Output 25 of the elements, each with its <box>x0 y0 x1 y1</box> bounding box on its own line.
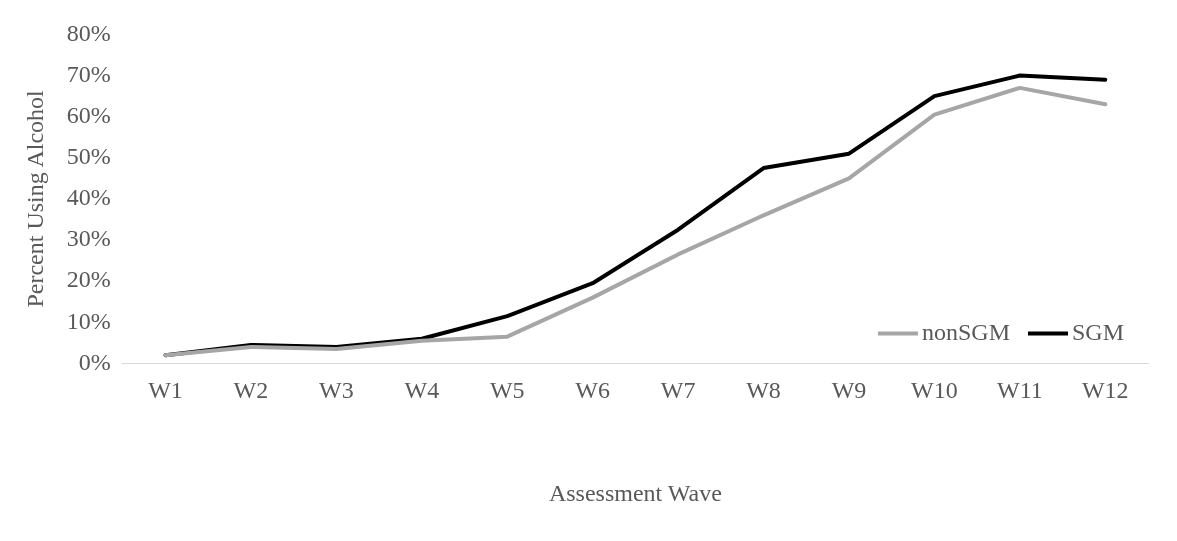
x-tick-label: W6 <box>575 377 611 404</box>
x-axis-title: Assessment Wave <box>548 479 722 506</box>
y-tick-label: 50% <box>66 143 111 170</box>
y-tick-label: 0% <box>78 348 111 375</box>
legend-label: nonSGM <box>921 318 1010 345</box>
x-tick-label: W7 <box>660 377 696 404</box>
x-tick-label: W8 <box>746 377 781 404</box>
x-tick-label: W4 <box>404 377 440 404</box>
x-tick-label: W10 <box>911 377 958 404</box>
y-tick-label: 30% <box>66 225 111 252</box>
x-tick-label: W2 <box>233 377 269 404</box>
x-tick-label: W5 <box>489 377 525 404</box>
y-tick-label: 10% <box>66 307 111 334</box>
y-tick-label: 20% <box>66 266 111 293</box>
y-tick-label: 70% <box>66 60 111 87</box>
y-axis-title: Percent Using Alcohol <box>21 89 48 308</box>
legend-label: SGM <box>1071 318 1125 345</box>
x-tick-label: W3 <box>319 377 354 404</box>
x-tick-label: W12 <box>1081 377 1129 404</box>
y-tick-label: 40% <box>66 184 111 211</box>
x-tick-label: W11 <box>996 377 1043 404</box>
x-tick-label: W1 <box>148 377 183 404</box>
y-tick-label: 60% <box>66 101 111 128</box>
x-tick-label: W9 <box>831 377 867 404</box>
y-tick-label: 80% <box>66 19 111 46</box>
